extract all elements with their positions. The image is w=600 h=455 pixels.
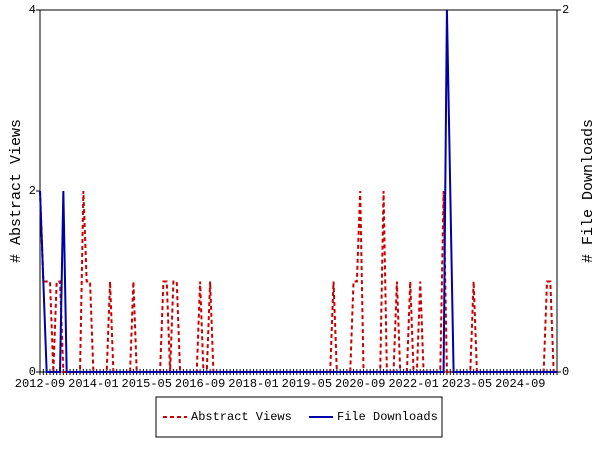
legend [155, 396, 443, 438]
y2-tick-label: 2 [562, 3, 569, 17]
series-line [39, 190, 557, 373]
x-tick-label: 2016-09 [175, 377, 225, 391]
x-tick-label: 2015-05 [122, 377, 172, 391]
x-tick-label: 2020-09 [335, 377, 385, 391]
y-tick-label: 4 [29, 3, 36, 17]
y2-axis-title: # File Downloads [580, 119, 597, 263]
plot-frame [39, 9, 558, 373]
x-tick-label: 2019-05 [282, 377, 332, 391]
series-line [39, 9, 557, 373]
y-tick-label: 0 [29, 365, 36, 379]
y-axis-title: # Abstract Views [8, 119, 25, 263]
x-tick-label: 2023-05 [442, 377, 492, 391]
x-tick-label: 2018-01 [228, 377, 278, 391]
y2-tick-label: 0 [562, 365, 569, 379]
x-tick-label: 2014-01 [68, 377, 118, 391]
x-tick-label: 2012-09 [15, 377, 65, 391]
x-tick-label: 2022-01 [388, 377, 438, 391]
legend-label: File Downloads [337, 410, 438, 424]
y-tick-label: 2 [29, 184, 36, 198]
legend-label: Abstract Views [191, 410, 292, 424]
x-tick-label: 2024-09 [495, 377, 545, 391]
